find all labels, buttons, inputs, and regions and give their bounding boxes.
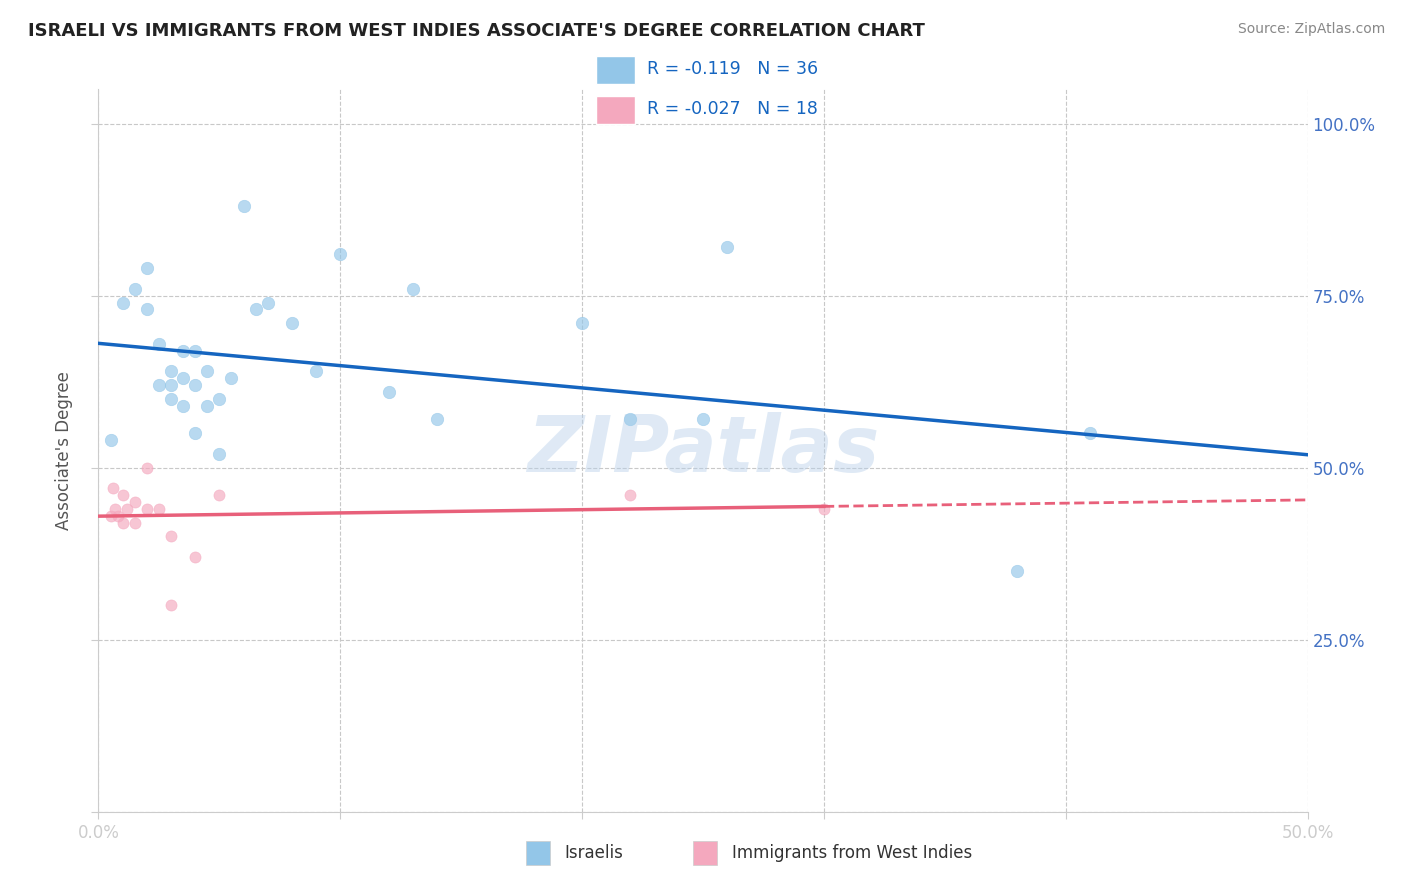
- Point: [329, 247, 352, 261]
- Point: [135, 302, 157, 317]
- Point: [148, 502, 170, 516]
- Bar: [693, 841, 717, 864]
- Point: [135, 502, 157, 516]
- Point: [135, 261, 157, 276]
- Point: [402, 282, 425, 296]
- Point: [101, 481, 124, 495]
- Point: [100, 508, 122, 523]
- Point: [117, 502, 139, 516]
- Point: [716, 240, 738, 254]
- Point: [208, 488, 231, 502]
- Point: [160, 364, 183, 378]
- Text: Immigrants from West Indies: Immigrants from West Indies: [731, 844, 972, 862]
- Point: [281, 316, 304, 330]
- Point: [619, 412, 641, 426]
- Point: [813, 502, 835, 516]
- Point: [184, 426, 207, 441]
- Point: [172, 343, 194, 358]
- Point: [160, 392, 183, 406]
- Point: [184, 343, 207, 358]
- Bar: [526, 841, 550, 864]
- Point: [692, 412, 714, 426]
- Point: [1007, 564, 1029, 578]
- Point: [195, 399, 218, 413]
- Point: [172, 399, 194, 413]
- Bar: [596, 96, 636, 124]
- Point: [208, 447, 231, 461]
- Text: ZIPatlas: ZIPatlas: [527, 412, 879, 489]
- Point: [305, 364, 328, 378]
- Point: [172, 371, 194, 385]
- Point: [124, 495, 146, 509]
- Text: R = -0.119   N = 36: R = -0.119 N = 36: [647, 61, 818, 78]
- Y-axis label: Associate's Degree: Associate's Degree: [55, 371, 73, 530]
- Point: [1078, 426, 1101, 441]
- Point: [160, 529, 183, 543]
- Bar: [596, 56, 636, 84]
- Point: [100, 433, 122, 447]
- Text: R = -0.027   N = 18: R = -0.027 N = 18: [647, 100, 818, 118]
- Point: [104, 502, 127, 516]
- Point: [619, 488, 641, 502]
- Point: [208, 392, 231, 406]
- Point: [111, 295, 134, 310]
- Point: [124, 282, 146, 296]
- Point: [245, 302, 267, 317]
- Point: [107, 508, 129, 523]
- Point: [148, 378, 170, 392]
- Text: Source: ZipAtlas.com: Source: ZipAtlas.com: [1237, 22, 1385, 37]
- Point: [232, 199, 254, 213]
- Text: Israelis: Israelis: [564, 844, 623, 862]
- Point: [111, 488, 134, 502]
- Point: [135, 460, 157, 475]
- Point: [221, 371, 243, 385]
- Point: [111, 516, 134, 530]
- Point: [377, 384, 399, 399]
- Point: [184, 378, 207, 392]
- Text: ISRAELI VS IMMIGRANTS FROM WEST INDIES ASSOCIATE'S DEGREE CORRELATION CHART: ISRAELI VS IMMIGRANTS FROM WEST INDIES A…: [28, 22, 925, 40]
- Point: [195, 364, 218, 378]
- Point: [256, 295, 278, 310]
- Point: [426, 412, 449, 426]
- Point: [184, 550, 207, 565]
- Point: [160, 599, 183, 613]
- Point: [124, 516, 146, 530]
- Point: [148, 336, 170, 351]
- Point: [160, 378, 183, 392]
- Point: [571, 316, 593, 330]
